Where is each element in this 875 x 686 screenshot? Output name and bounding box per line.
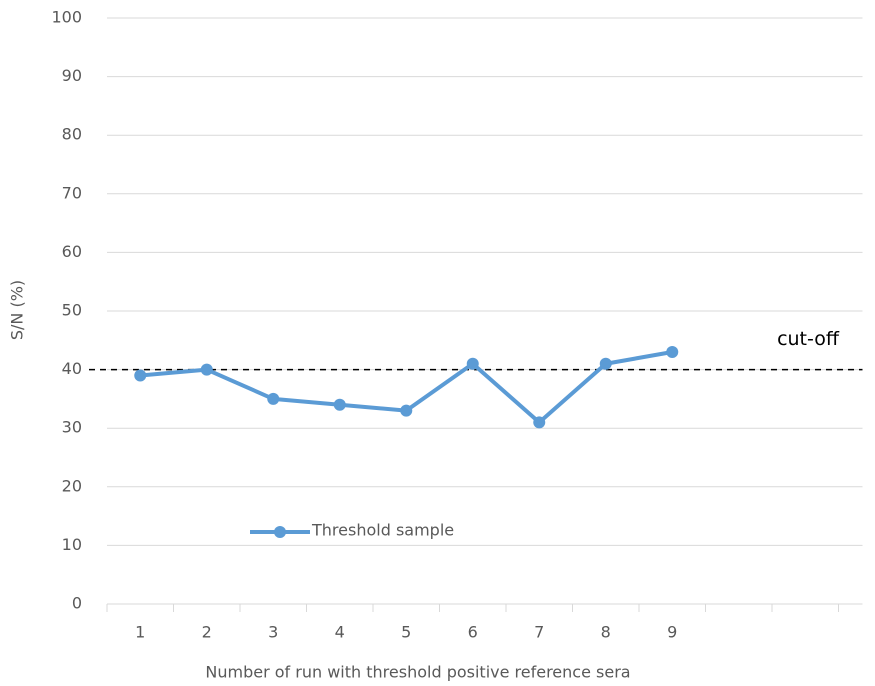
cutoff-label: cut-off [777,328,840,350]
data-point [666,346,679,359]
y-tick-label: 10 [62,535,82,554]
x-tick-label: 7 [534,623,544,642]
x-tick-label: 1 [135,623,145,642]
x-tick-label: 6 [468,623,478,642]
x-tick-label: 5 [401,623,411,642]
y-tick-label: 40 [62,359,82,378]
data-point [466,357,479,370]
y-tick-label: 80 [62,125,82,144]
x-tick-label: 3 [268,623,278,642]
x-tick-label: 9 [667,623,677,642]
y-axis-label: S/N (%) [8,280,27,340]
y-tick-label: 50 [62,301,82,320]
data-point [400,404,413,417]
y-tick-label: 0 [72,594,82,613]
y-tick-label: 30 [62,418,82,437]
legend-marker [274,526,286,538]
data-point [599,357,612,370]
x-tick-label: 4 [335,623,345,642]
x-tick-label: 8 [601,623,611,642]
y-tick-label: 60 [62,242,82,261]
data-point [333,398,346,411]
data-point [200,363,213,376]
x-axis-label: Number of run with threshold positive re… [205,663,630,682]
x-tick-label: 2 [202,623,212,642]
y-tick-label: 90 [62,66,82,85]
y-tick-label: 100 [51,8,82,27]
y-tick-label: 70 [62,183,82,202]
data-point [533,416,546,429]
y-tick-label: 20 [62,476,82,495]
data-point [134,369,147,382]
data-point [267,392,280,405]
legend-label: Threshold sample [311,521,454,540]
